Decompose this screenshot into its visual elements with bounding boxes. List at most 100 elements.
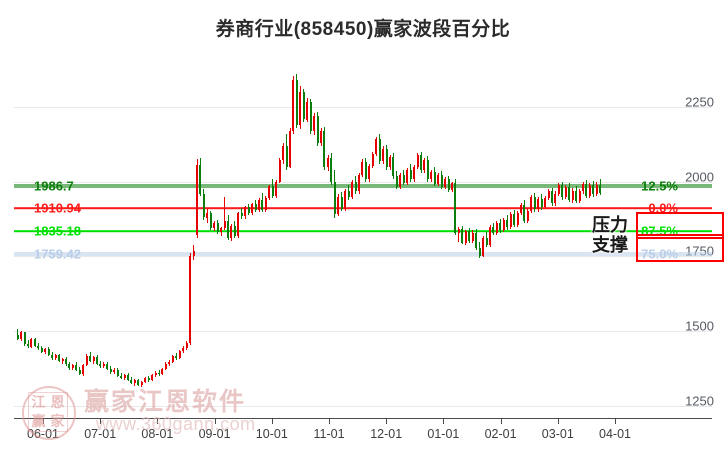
- candle-wick: [224, 196, 225, 231]
- candle-body: [106, 363, 109, 369]
- candle-body: [406, 170, 409, 183]
- candle-body: [147, 377, 150, 380]
- support-annotation: 支撑: [592, 235, 628, 256]
- gridline-1250: [14, 406, 712, 407]
- watermark-seal-icon: 江恩赢家: [22, 386, 76, 440]
- candle-body: [264, 197, 267, 210]
- level-value-resistance-upper: 1986.7: [34, 178, 74, 194]
- candle-body: [444, 179, 447, 188]
- candle-body: [299, 91, 302, 125]
- candle-body: [554, 193, 557, 204]
- candle-body: [47, 348, 50, 355]
- x-tick-label-09-01: 09-01: [198, 427, 231, 441]
- candle-body: [582, 184, 585, 192]
- x-axis-line: [14, 418, 712, 419]
- candle-body: [457, 228, 460, 234]
- y-tick-label-2000: 2000: [685, 169, 714, 185]
- level-line-support-lower: [14, 251, 712, 256]
- candle-body: [251, 204, 254, 214]
- watermark-url: www.360gann.com: [96, 414, 256, 434]
- candle-body: [333, 182, 336, 214]
- x-tick-mark: [329, 418, 330, 424]
- candle-body: [578, 191, 581, 201]
- candle-body: [226, 220, 229, 238]
- candle-body: [171, 356, 174, 362]
- candle-body: [116, 369, 119, 376]
- candle-body: [82, 364, 85, 374]
- candle-body: [468, 231, 471, 241]
- candle-body: [351, 182, 354, 198]
- candle-body: [271, 186, 274, 196]
- candle-body: [95, 357, 98, 364]
- candle-body: [247, 207, 250, 214]
- candle-body: [588, 185, 591, 196]
- candle-body: [237, 213, 240, 237]
- candle-body: [223, 220, 226, 229]
- candle-body: [509, 214, 512, 228]
- candle-body: [144, 377, 147, 383]
- pressure-annotation: 压力: [592, 215, 628, 236]
- candle-body: [440, 174, 443, 188]
- x-tick-label-07-01: 07-01: [84, 427, 117, 441]
- candle-wick: [458, 226, 460, 242]
- candle-body: [206, 212, 209, 218]
- candle-body: [357, 175, 360, 192]
- candle-body: [182, 348, 185, 351]
- chart-title: 券商行业(858450)赢家波段百分比: [215, 19, 511, 40]
- candle-body: [475, 232, 478, 249]
- candle-body: [58, 355, 61, 361]
- candle-body: [423, 160, 426, 171]
- candle-body: [127, 374, 130, 381]
- seal-char: 赢: [31, 413, 46, 430]
- y-tick-label-2250: 2250: [685, 94, 714, 110]
- candle-body: [220, 228, 223, 233]
- x-tick-mark: [443, 418, 445, 424]
- candle-body: [254, 204, 257, 210]
- candle-body: [213, 222, 216, 228]
- x-tick-label-02-01: 02-01: [484, 427, 517, 441]
- x-tick-mark: [271, 418, 273, 424]
- level-value-pressure: 1910.94: [34, 200, 81, 216]
- candle-body: [478, 248, 481, 256]
- candle-body: [151, 374, 154, 380]
- candle-body: [313, 116, 316, 132]
- candle-body: [120, 375, 123, 378]
- candle-body: [109, 368, 112, 373]
- x-tick-mark: [557, 418, 559, 424]
- candle-body: [316, 116, 319, 144]
- candle-body: [568, 187, 571, 201]
- x-tick-label-04-01: 04-01: [599, 427, 631, 441]
- candle-body: [68, 364, 71, 368]
- candle-body: [268, 186, 271, 198]
- candle-body: [99, 363, 102, 367]
- candle-body: [164, 363, 167, 369]
- candle-body: [54, 355, 57, 359]
- candle-body: [140, 382, 143, 386]
- candle-body: [492, 227, 495, 234]
- candle-body: [447, 179, 450, 191]
- watermark-brand: 赢家江恩软件: [84, 387, 247, 416]
- candle-body: [216, 222, 219, 233]
- candle-body: [27, 343, 30, 347]
- candle-body: [426, 160, 429, 180]
- candle-body: [416, 155, 419, 168]
- candle-body: [533, 197, 536, 210]
- candle-body: [168, 361, 171, 364]
- candle-body: [202, 193, 205, 218]
- candle-body: [154, 372, 157, 375]
- candle-body: [195, 165, 198, 236]
- x-tick-mark: [500, 418, 502, 424]
- candle-body: [320, 130, 323, 144]
- candle-body: [495, 222, 498, 234]
- candle-body: [599, 184, 602, 193]
- candle-body: [385, 148, 388, 168]
- candle-body: [395, 176, 398, 188]
- candle-body: [44, 348, 47, 352]
- candle-body: [289, 130, 292, 167]
- candle-body: [375, 139, 378, 155]
- candle-body: [337, 196, 340, 214]
- candle-body: [33, 339, 36, 346]
- candle-body: [133, 380, 136, 383]
- candle-body: [547, 191, 550, 198]
